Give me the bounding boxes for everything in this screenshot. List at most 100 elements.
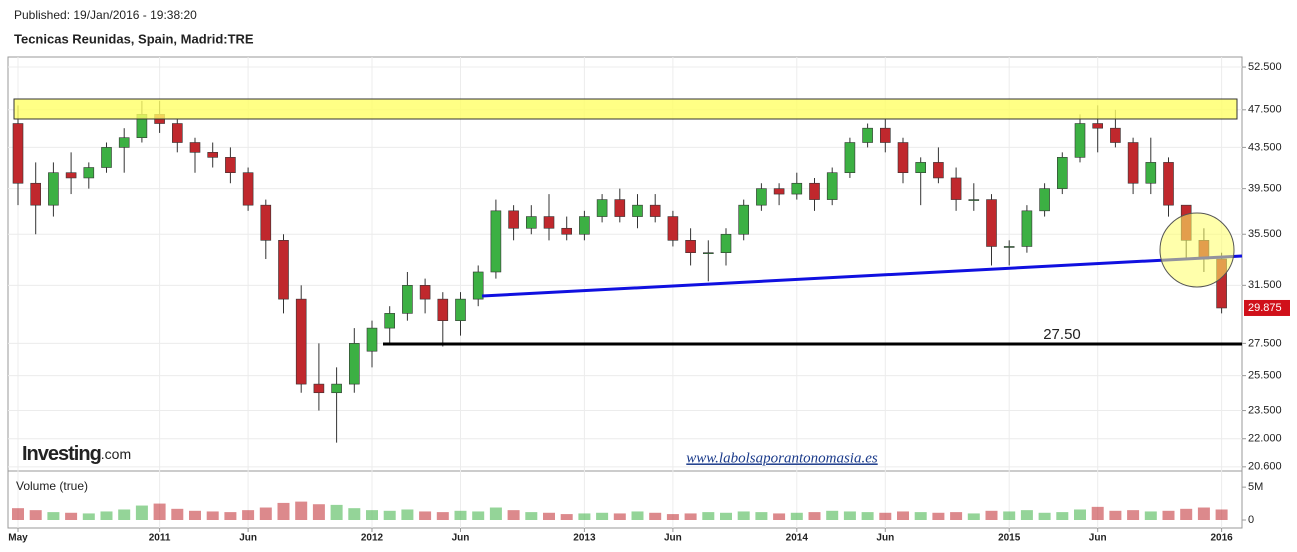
volume-bar: [206, 511, 219, 520]
volume-bar: [950, 512, 963, 520]
volume-bar: [1144, 511, 1157, 520]
volume-bar: [472, 511, 485, 520]
candle-body: [879, 127, 891, 143]
volume-bar: [1127, 510, 1140, 520]
candle-body: [862, 127, 873, 143]
candle-body: [207, 152, 218, 158]
volume-bar: [826, 510, 839, 520]
candle-body: [915, 162, 927, 173]
candle-body: [844, 142, 856, 173]
volume-bar: [543, 512, 555, 520]
y-tick-label: 20.600: [1248, 461, 1282, 473]
candle-body: [543, 216, 555, 229]
volume-bar: [985, 510, 998, 520]
candle-body: [986, 199, 997, 247]
volume-title: Volume (true): [16, 479, 88, 493]
volume-bar: [135, 505, 148, 520]
candle-body: [1003, 246, 1015, 248]
volume-bar: [1091, 506, 1104, 520]
x-tick-label: Jun: [1089, 533, 1107, 544]
volume-bar: [65, 512, 78, 520]
candle-body: [490, 210, 502, 273]
candle-body: [384, 313, 396, 329]
candle-body: [791, 182, 803, 195]
volume-bar: [1056, 512, 1069, 520]
candle-body: [295, 298, 307, 385]
volume-tick-label: 0: [1248, 514, 1254, 526]
candle-body: [579, 216, 590, 235]
highlight-circle: [1159, 212, 1235, 288]
volume-bar: [631, 511, 644, 520]
candle-body: [632, 204, 643, 217]
candle-body: [1057, 157, 1068, 189]
volume-bar: [755, 512, 768, 520]
volume-tick-label: 5M: [1248, 481, 1263, 493]
y-tick-label: 22.000: [1248, 433, 1282, 445]
volume-bar: [578, 513, 591, 520]
volume-bar: [525, 512, 538, 520]
volume-bar: [189, 510, 201, 520]
volume-bar: [259, 507, 272, 520]
volume-bar: [489, 507, 502, 520]
candle-body: [313, 383, 325, 394]
candle-body: [1127, 142, 1139, 184]
volume-bar: [436, 512, 449, 520]
x-tick-label: 2015: [998, 533, 1021, 544]
volume-bar: [666, 514, 679, 520]
last-price-box: [1244, 299, 1290, 316]
candle-body: [773, 188, 785, 195]
volume-bar: [242, 510, 255, 520]
last-price-label: 29.875: [1248, 302, 1282, 314]
volume-bar: [401, 509, 414, 520]
candle-body: [702, 252, 714, 255]
candle-body: [1110, 127, 1121, 143]
candle-body: [260, 204, 272, 241]
candle-body: [738, 204, 750, 235]
candle-body: [189, 142, 201, 153]
candle-body: [596, 199, 608, 217]
candle-body: [826, 172, 838, 200]
candle-body: [348, 343, 360, 385]
x-tick-label: 2016: [1210, 533, 1233, 544]
candle-body: [561, 227, 573, 235]
candle-body: [1145, 162, 1157, 184]
candle-body: [1021, 210, 1033, 247]
volume-bar: [419, 511, 432, 520]
support-label: 27.50: [1043, 326, 1081, 343]
x-tick-label: 2014: [786, 533, 809, 544]
candle-body: [30, 182, 42, 206]
volume-bar: [684, 513, 697, 520]
x-tick-label: 2011: [149, 533, 171, 544]
volume-bar: [967, 513, 980, 520]
x-tick-label: Jun: [664, 533, 682, 544]
candle-body: [437, 298, 449, 321]
volume-bar: [224, 512, 237, 520]
volume-bar: [560, 514, 573, 520]
candle-body: [756, 188, 767, 206]
plot-frame: [7, 56, 1243, 529]
instrument: Tecnicas Reunidas, Spain, Madrid:TRE: [14, 31, 254, 46]
resistance-band: [13, 98, 1238, 120]
volume-bar: [383, 510, 396, 520]
candle-body: [225, 157, 236, 173]
volume-bar: [843, 511, 856, 520]
volume-bar: [366, 510, 378, 520]
volume-bar: [277, 502, 290, 520]
logo-main: Investing: [22, 443, 101, 465]
watermark: www.labolsaporantonomasia.es: [686, 450, 878, 466]
volume-bar: [1162, 510, 1175, 520]
y-tick-label: 23.500: [1248, 404, 1282, 416]
x-tick-label: Jun: [452, 533, 470, 544]
volume-bar: [312, 504, 325, 520]
published: Published: 19/Jan/2016 - 19:38:20: [14, 8, 197, 22]
candle-body: [1074, 123, 1086, 158]
volume-bar: [12, 508, 24, 520]
y-tick-label: 25.500: [1248, 370, 1282, 382]
candle-body: [12, 123, 24, 184]
volume-bar: [171, 508, 184, 520]
candle-body: [950, 177, 962, 200]
candle-body: [242, 172, 254, 206]
candle-body: [649, 204, 661, 217]
candle-body: [172, 123, 183, 143]
volume-bar: [1109, 510, 1122, 520]
